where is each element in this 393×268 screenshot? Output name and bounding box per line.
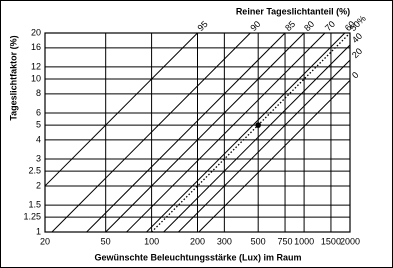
plot-border bbox=[44, 32, 351, 233]
x-tick-label: 750 bbox=[278, 236, 293, 246]
series-line bbox=[105, 32, 305, 233]
series-line bbox=[51, 32, 251, 233]
y-tick-label: 20 bbox=[31, 27, 41, 37]
series-label: 20 bbox=[350, 46, 364, 60]
y-tick-label: 5 bbox=[36, 119, 41, 129]
series-line bbox=[163, 44, 351, 233]
x-tick-label: 500 bbox=[251, 236, 266, 246]
x-tick-label: 1000 bbox=[294, 236, 314, 246]
y-tick-label: 1.25 bbox=[23, 212, 41, 222]
x-tick-label: 2000 bbox=[340, 236, 360, 246]
series-line bbox=[86, 32, 286, 233]
x-tick-label: 200 bbox=[190, 236, 205, 246]
y-tick-label: 6 bbox=[36, 107, 41, 117]
y-tick-label: 1 bbox=[36, 226, 41, 236]
y-tick-label: 16 bbox=[31, 42, 41, 52]
chart-title: Reiner Tageslichtanteil (%) bbox=[236, 6, 350, 16]
y-tick-label: 1.5 bbox=[28, 199, 41, 209]
y-tick-label: 2 bbox=[36, 180, 41, 190]
x-tick-label: 1500 bbox=[321, 236, 341, 246]
series-line bbox=[198, 80, 351, 233]
y-tick-label: 10 bbox=[31, 73, 41, 83]
y-tick-label: 4 bbox=[36, 134, 41, 144]
series-line bbox=[151, 32, 351, 233]
y-tick-label: 3 bbox=[36, 153, 41, 163]
series-line bbox=[146, 32, 346, 233]
series-line bbox=[126, 32, 326, 233]
series-line bbox=[44, 32, 198, 187]
data-point bbox=[255, 122, 261, 128]
x-tick-label: 50 bbox=[101, 236, 111, 246]
y-tick-label: 8 bbox=[36, 88, 41, 98]
series-line bbox=[178, 59, 351, 233]
x-tick-label: 20 bbox=[40, 236, 50, 246]
series-label: 0 bbox=[350, 70, 361, 81]
x-tick-label: 100 bbox=[144, 236, 159, 246]
series-label: 40 bbox=[350, 31, 364, 45]
y-tick-label: 2.5 bbox=[28, 166, 41, 176]
y-axis-label: Tageslichtfaktor (%) bbox=[8, 35, 18, 120]
y-tick-label: 12 bbox=[31, 61, 41, 71]
x-axis-label: Gewünschte Beleuchtungsstärke (Lux) im R… bbox=[94, 252, 301, 262]
x-tick-label: 300 bbox=[217, 236, 232, 246]
